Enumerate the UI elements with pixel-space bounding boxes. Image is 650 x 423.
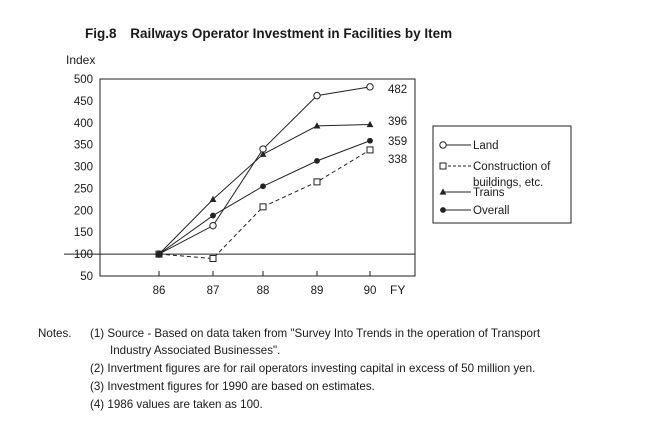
y-tick-label: 50	[80, 271, 93, 283]
y-tick-label: 400	[74, 118, 93, 130]
x-tick-label: 86	[153, 285, 166, 297]
legend-marker	[440, 207, 446, 213]
y-tick-label: 350	[74, 140, 93, 152]
legend-box	[432, 125, 572, 224]
data-point	[209, 254, 217, 262]
y-axis-label: Index	[66, 53, 95, 67]
data-point	[366, 120, 374, 128]
series-trains	[155, 120, 374, 257]
legend-label: Construction of	[473, 161, 551, 173]
data-point	[156, 251, 162, 258]
note-line: (3) Investment figures for 1990 are base…	[90, 380, 375, 393]
data-label: 396	[388, 116, 407, 128]
note-line: (1) Source - Based on data taken from "S…	[90, 327, 541, 340]
legend-item: Land	[439, 140, 499, 152]
data-point	[209, 195, 217, 202]
x-tick-label: 89	[311, 285, 324, 297]
series-land	[155, 83, 374, 258]
data-point	[313, 178, 321, 186]
data-point	[260, 183, 266, 190]
x-axis-label: FY	[390, 283, 405, 297]
y-tick-label: 100	[74, 249, 93, 261]
x-tick-label: 90	[364, 285, 377, 297]
note-line: (2) Invertment figures are for rail oper…	[90, 362, 536, 375]
y-tick-label: 250	[74, 183, 93, 195]
legend-label: buildings, etc.	[473, 177, 543, 189]
series-overall	[156, 137, 373, 258]
legend-label: Trains	[473, 187, 505, 199]
legend-marker	[439, 141, 447, 149]
note-line: Industry Associated Businesses".	[110, 344, 281, 357]
legend-item: Trains	[439, 187, 505, 199]
legend-marker	[439, 162, 447, 170]
data-label: 482	[388, 84, 407, 96]
data-point	[259, 203, 267, 211]
data-point	[366, 146, 374, 154]
series-line-land	[158, 86, 371, 255]
data-point	[366, 83, 374, 91]
data-point	[259, 150, 267, 157]
data-label: 359	[388, 136, 407, 148]
data-point	[210, 212, 216, 219]
x-tick-label: 87	[207, 285, 220, 297]
notes-label: Notes.	[38, 327, 72, 340]
data-point	[314, 157, 320, 164]
legend-marker	[439, 188, 447, 195]
series-construction-of-buildings-etc	[155, 146, 374, 262]
figure-number: Fig.8	[85, 26, 117, 41]
legend-label: Land	[473, 140, 499, 152]
plot-frame	[99, 78, 416, 277]
legend-label: Overall	[473, 205, 509, 217]
note-line: (4) 1986 values are taken as 100.	[90, 398, 263, 411]
data-label: 338	[388, 154, 407, 166]
y-tick-label: 300	[74, 162, 93, 174]
legend-item: Overall	[440, 205, 509, 217]
y-tick-label: 500	[74, 74, 93, 86]
y-tick-label: 450	[74, 96, 93, 108]
legend-item: Construction of buildings, etc.	[439, 161, 551, 189]
figure-title-text: Railways Operator Investment in Faciliti…	[130, 26, 453, 41]
figure-title: Fig.8 Railways Operator Investment in Fa…	[85, 26, 452, 41]
data-point	[313, 122, 321, 129]
data-point	[367, 137, 373, 144]
y-tick-label: 150	[74, 227, 93, 239]
data-point	[209, 221, 217, 230]
y-tick-label: 200	[74, 205, 93, 217]
series-line-trains	[158, 124, 371, 255]
x-tick-label: 88	[257, 285, 270, 297]
data-point	[313, 91, 321, 100]
